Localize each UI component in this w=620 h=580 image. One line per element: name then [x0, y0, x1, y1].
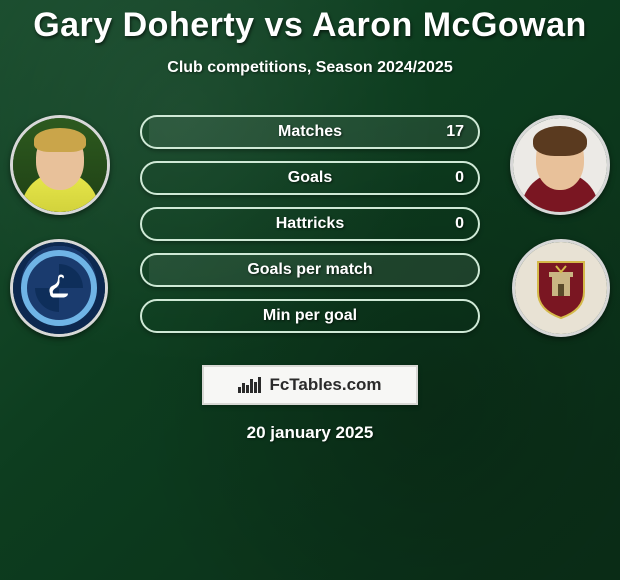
stat-value-right: 0 [455, 215, 464, 233]
stat-row-hattricks: Hattricks 0 [140, 207, 480, 241]
brand-text: FcTables.com [269, 375, 381, 395]
club-left-crest [10, 239, 108, 337]
stat-value-right: 0 [455, 169, 464, 187]
stat-label: Matches [278, 123, 342, 141]
page-title: Gary Doherty vs Aaron McGowan [0, 6, 620, 45]
player-right-avatar [510, 115, 610, 215]
bar-chart-icon [238, 377, 261, 393]
stat-row-goals-per-match: Goals per match [140, 253, 480, 287]
date-label: 20 january 2025 [0, 423, 620, 443]
stat-row-goals: Goals 0 [140, 161, 480, 195]
stat-row-min-per-goal: Min per goal [140, 299, 480, 333]
stat-rows: Matches 17 Goals 0 Hattricks 0 [140, 115, 480, 345]
stat-label: Goals per match [247, 261, 372, 279]
stat-row-matches: Matches 17 [140, 115, 480, 149]
club-right-crest [512, 239, 610, 337]
comparison-area: Matches 17 Goals 0 Hattricks 0 [0, 117, 620, 347]
brand-box[interactable]: FcTables.com [202, 365, 418, 405]
stat-label: Goals [288, 169, 332, 187]
shield-icon [534, 256, 588, 320]
subtitle: Club competitions, Season 2024/2025 [0, 59, 620, 77]
swan-icon [44, 272, 74, 302]
stat-label: Min per goal [263, 307, 357, 325]
stat-value-right: 17 [446, 123, 464, 141]
player-left-avatar [10, 115, 110, 215]
stat-label: Hattricks [276, 215, 344, 233]
